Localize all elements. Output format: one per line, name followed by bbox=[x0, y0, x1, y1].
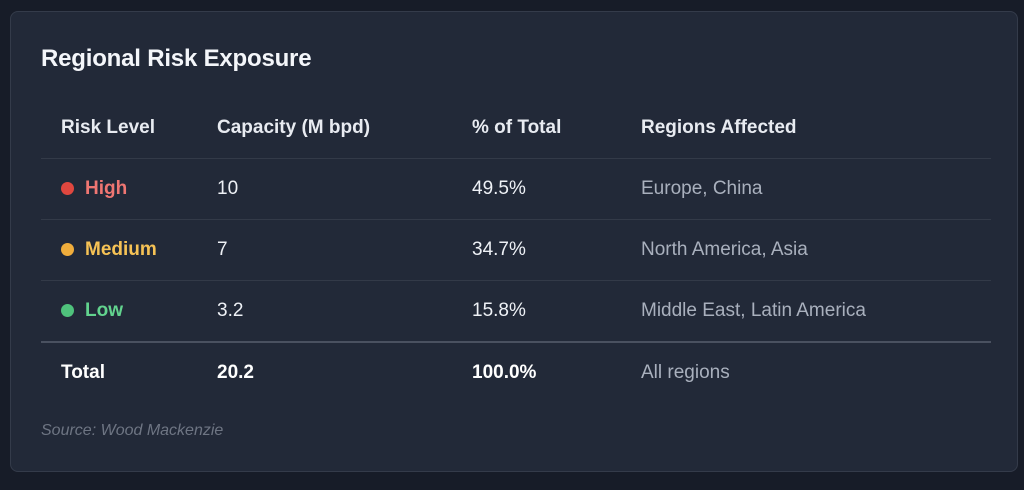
card-title: Regional Risk Exposure bbox=[41, 45, 312, 72]
table-row-total: Total 20.2 100.0% All regions bbox=[41, 343, 991, 403]
risk-level-cell: High bbox=[41, 178, 217, 200]
table-header-row: Risk Level Capacity (M bpd) % of Total R… bbox=[41, 98, 991, 159]
medium-risk-dot-icon bbox=[61, 243, 74, 256]
source-note: Source: Wood Mackenzie bbox=[41, 422, 224, 439]
total-regions: All regions bbox=[641, 362, 730, 383]
percent-cell: 15.8% bbox=[472, 300, 526, 321]
percent-cell: 34.7% bbox=[472, 239, 526, 260]
regions-cell: North America, Asia bbox=[641, 239, 808, 260]
high-risk-dot-icon bbox=[61, 182, 74, 195]
risk-level-cell: Low bbox=[41, 300, 217, 322]
regions-cell: Europe, China bbox=[641, 178, 763, 199]
risk-table: Risk Level Capacity (M bpd) % of Total R… bbox=[41, 98, 991, 403]
low-risk-dot-icon bbox=[61, 304, 74, 317]
table-row-medium: Medium 7 34.7% North America, Asia bbox=[41, 220, 991, 281]
total-percent: 100.0% bbox=[472, 362, 537, 383]
risk-level-cell: Medium bbox=[41, 239, 217, 261]
risk-level-label: Low bbox=[85, 300, 123, 321]
total-label: Total bbox=[61, 362, 105, 383]
header-capacity: Capacity (M bpd) bbox=[217, 117, 371, 138]
header-regions: Regions Affected bbox=[641, 117, 797, 138]
risk-level-label: High bbox=[85, 178, 128, 199]
table-row-high: High 10 49.5% Europe, China bbox=[41, 159, 991, 220]
total-capacity: 20.2 bbox=[217, 362, 254, 383]
risk-exposure-card: Regional Risk Exposure Risk Level Capaci… bbox=[10, 11, 1018, 472]
percent-cell: 49.5% bbox=[472, 178, 526, 199]
risk-level-label: Medium bbox=[85, 239, 157, 260]
table-row-low: Low 3.2 15.8% Middle East, Latin America bbox=[41, 281, 991, 343]
header-risk-level: Risk Level bbox=[61, 117, 155, 138]
regions-cell: Middle East, Latin America bbox=[641, 300, 866, 321]
capacity-cell: 7 bbox=[217, 239, 228, 260]
header-percent: % of Total bbox=[472, 117, 562, 138]
capacity-cell: 3.2 bbox=[217, 300, 244, 321]
capacity-cell: 10 bbox=[217, 178, 239, 199]
